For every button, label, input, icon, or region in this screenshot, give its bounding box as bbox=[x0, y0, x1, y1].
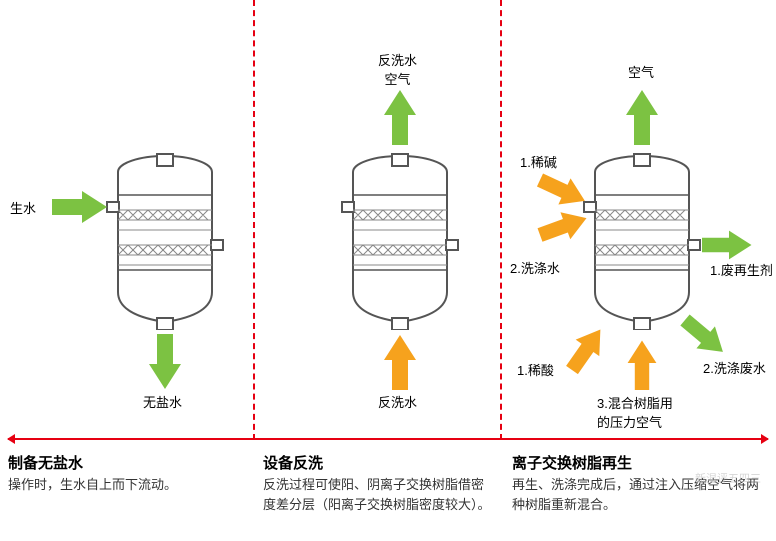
section-title-1: 制备无盐水 bbox=[8, 452, 83, 473]
label-waste-regen: 1.废再生剂 bbox=[710, 260, 773, 279]
label-raw-water: 生水 bbox=[10, 198, 36, 217]
label-washwater: 2.洗涤水 bbox=[510, 258, 560, 277]
label-air: 空气 bbox=[628, 62, 654, 81]
section-desc-1: 操作时，生水自上而下流动。 bbox=[8, 475, 248, 495]
label-mixair: 3.混合树脂用 的压力空气 bbox=[597, 393, 673, 431]
label-desalt: 无盐水 bbox=[143, 392, 182, 411]
label-alkali: 1.稀碱 bbox=[520, 152, 557, 171]
arrow-desalt-out bbox=[149, 334, 181, 389]
bottom-line bbox=[8, 438, 768, 440]
section-title-2: 设备反洗 bbox=[263, 452, 323, 473]
arrow-mixair-in bbox=[628, 341, 657, 391]
tank-3 bbox=[582, 150, 702, 330]
divider-2 bbox=[500, 0, 502, 440]
arrow-air-out-top bbox=[626, 90, 658, 145]
arrow-backwash-in-bottom bbox=[384, 335, 416, 390]
label-backwash: 反洗水 bbox=[378, 392, 417, 411]
arrow-raw-water-in bbox=[52, 191, 107, 223]
label-acid: 1.稀酸 bbox=[517, 360, 554, 379]
section-title-3: 离子交换树脂再生 bbox=[512, 452, 632, 473]
arrow-backwash-out-top bbox=[384, 90, 416, 145]
tank-2 bbox=[340, 150, 460, 330]
label-waste-wash: 2.洗涤废水 bbox=[703, 358, 766, 377]
arrow-waste-regen-out bbox=[702, 231, 752, 260]
tank-1 bbox=[105, 150, 225, 330]
divider-1 bbox=[253, 0, 255, 440]
section-desc-2: 反洗过程可使阳、阴离子交换树脂借密度差分层（阳离子交换树脂密度较大）。 bbox=[263, 475, 493, 514]
watermark: 新混评五四三 bbox=[695, 470, 761, 486]
label-backwash-air: 反洗水 空气 bbox=[378, 50, 417, 88]
